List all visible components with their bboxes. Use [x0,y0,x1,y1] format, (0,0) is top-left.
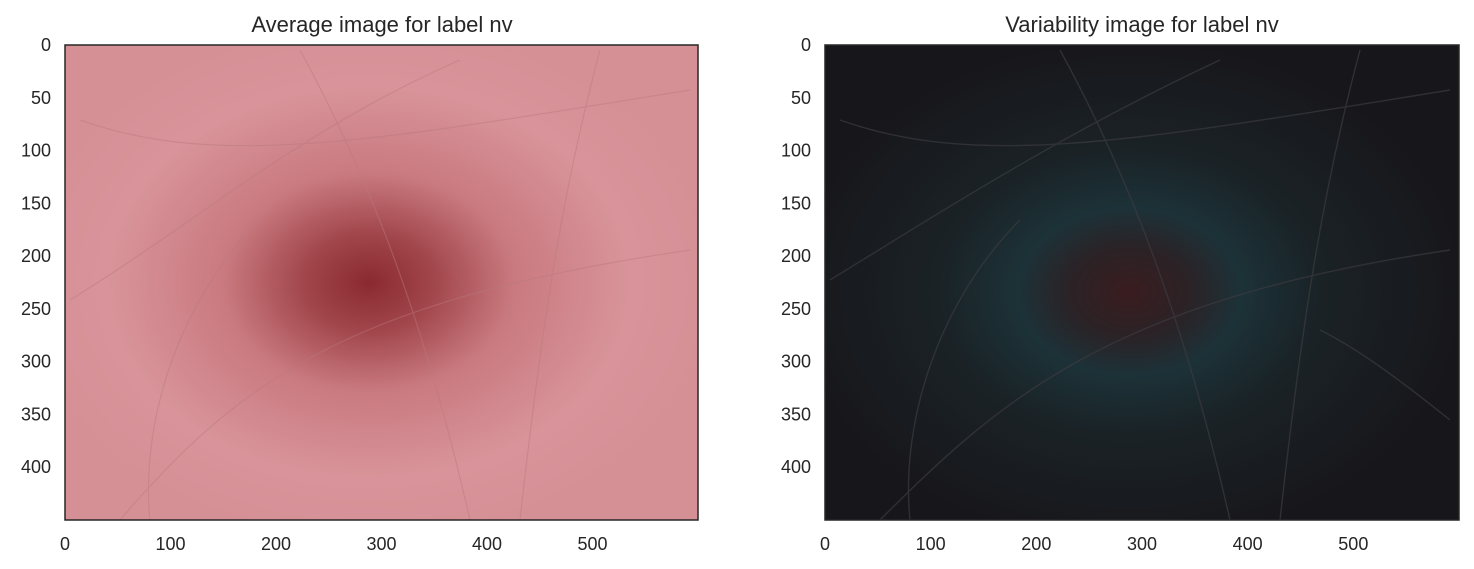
x-tick-label: 200 [1021,534,1051,554]
y-tick-label: 100 [781,141,811,161]
variability-image [825,45,1459,520]
y-tick-label: 0 [801,35,811,55]
y-tick-label: 0 [41,35,51,55]
x-tick-label: 400 [472,534,502,554]
x-tick-label: 500 [577,534,607,554]
y-tick-label: 100 [21,141,51,161]
hair-overlay-variability [829,49,1451,521]
y-tick-label: 50 [791,88,811,108]
tick-labels-average: 0 100 200 300 400 500 0 50 100 150 200 250 300 350 400 [21,35,608,554]
average-image [65,45,698,520]
plot-frame-variability [824,44,1460,521]
x-tick-label: 0 [820,534,830,554]
y-tick-label: 200 [781,246,811,266]
y-tick-label: 400 [781,457,811,477]
x-tick-label: 100 [155,534,185,554]
y-tick-label: 400 [21,457,51,477]
x-tick-label: 300 [1127,534,1157,554]
y-tick-label: 300 [781,352,811,372]
panel-variability: Variability image for label nv 0 100 200 30… [781,12,1460,554]
y-tick-label: 300 [21,352,51,372]
chart-title-average: Average image for label nv [251,12,512,37]
chart-title-variability: Variability image for label nv [1005,12,1279,37]
tick-labels-variability: 0 100 200 300 400 500 0 50 100 150 200 250 300 350 400 [781,35,1368,554]
x-tick-label: 0 [60,534,70,554]
y-tick-label: 50 [31,88,51,108]
y-tick-label: 150 [781,193,811,213]
x-tick-label: 300 [366,534,396,554]
plot-frame-average [64,44,699,521]
x-tick-label: 100 [916,534,946,554]
y-tick-label: 150 [21,193,51,213]
x-tick-label: 200 [261,534,291,554]
y-tick-label: 350 [21,404,51,424]
y-tick-label: 250 [781,299,811,319]
y-tick-label: 250 [21,299,51,319]
y-tick-label: 200 [21,246,51,266]
panel-average: Average image for label nv 0 100 200 300 400… [21,12,699,554]
x-tick-label: 500 [1338,534,1368,554]
hair-overlay-average [69,49,691,521]
y-tick-label: 350 [781,404,811,424]
x-tick-label: 400 [1233,534,1263,554]
